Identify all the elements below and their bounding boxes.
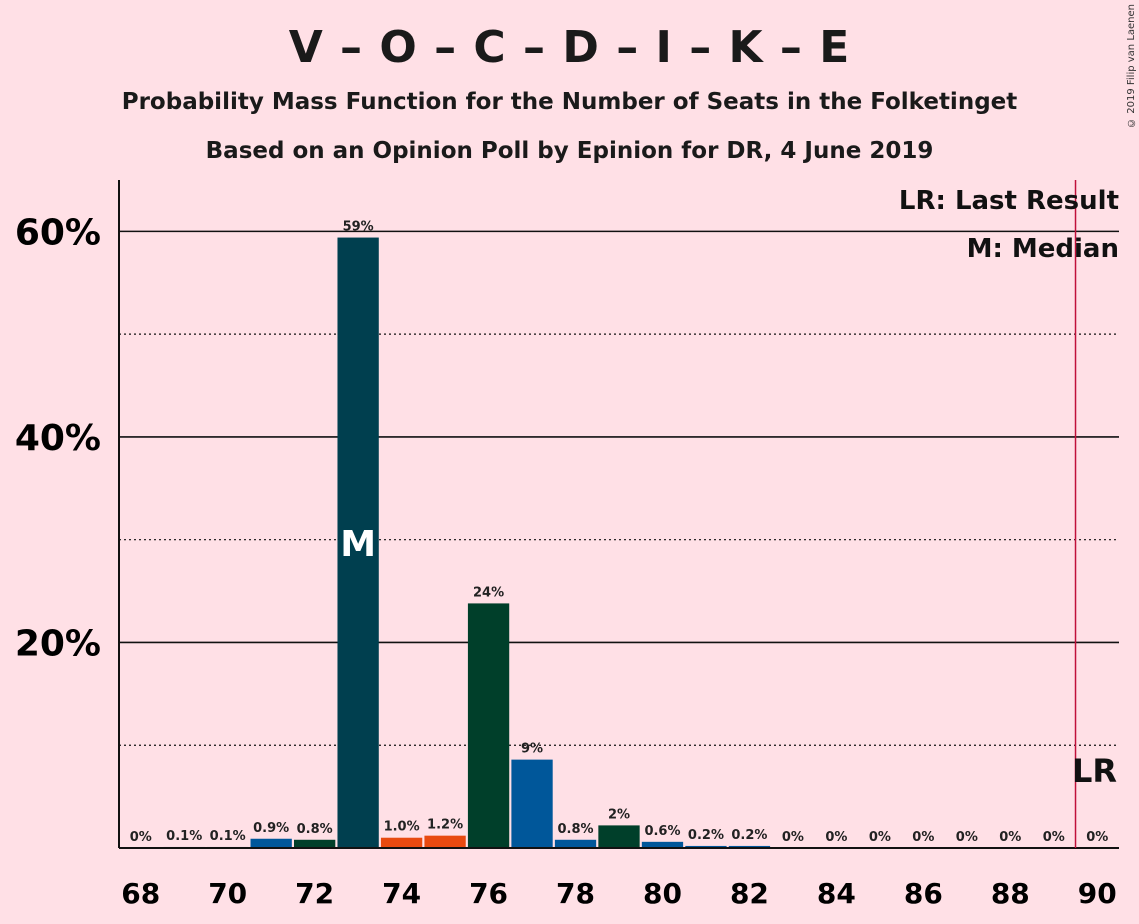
- bar-seat-73: [337, 237, 379, 848]
- x-tick-label: 72: [295, 877, 334, 910]
- bar-label-seat-72: 0.8%: [297, 822, 333, 837]
- bar-seat-75: [424, 835, 466, 848]
- bar-label-seat-74: 1.0%: [384, 820, 420, 835]
- bar-label-seat-84: 0%: [825, 830, 847, 845]
- data-labels: 0% 0.1% 0.1% 0.9% 0.8% 59% M 1.0% 1.2% 24% 9% 0.8% 2…: [130, 220, 1109, 845]
- bar-label-seat-73: 59%: [343, 220, 374, 235]
- tick-labels: 20% 40% 60% 68 70 72 74 76 78 80 82 84 86 88 90: [15, 212, 1117, 910]
- bar-seat-77: [511, 759, 553, 848]
- y-tick-label: 40%: [15, 418, 101, 459]
- bar-label-seat-80: 0.6%: [644, 824, 680, 839]
- bar-seat-71: [250, 838, 292, 848]
- y-tick-label: 60%: [15, 212, 101, 253]
- chart-title: V – O – C – D – I – K – E: [288, 22, 851, 73]
- chart-source-note: Based on an Opinion Poll by Epinion for …: [205, 138, 934, 164]
- bar-label-seat-81: 0.2%: [688, 828, 724, 843]
- x-tick-label: 86: [904, 877, 943, 910]
- x-tick-label: 88: [991, 877, 1030, 910]
- chart-subtitle: Probability Mass Function for the Number…: [121, 89, 1018, 115]
- axes: LR: [118, 180, 1119, 849]
- x-tick-label: 70: [208, 877, 247, 910]
- bar-label-seat-70: 0.1%: [210, 829, 246, 844]
- bar-seat-81: [685, 845, 727, 848]
- bar-label-seat-83: 0%: [782, 830, 804, 845]
- bar-label-seat-77: 9%: [521, 742, 543, 757]
- bar-seat-76: [467, 603, 510, 848]
- bar-label-seat-69: 0.1%: [166, 829, 202, 844]
- x-tick-label: 68: [121, 877, 160, 910]
- bar-seat-72: [294, 839, 336, 848]
- last-result-marker: LR: [1072, 752, 1117, 790]
- bar-seat-74: [380, 837, 423, 848]
- x-tick-label: 76: [469, 877, 508, 910]
- bar-label-seat-86: 0%: [912, 830, 934, 845]
- bar-label-seat-76: 24%: [473, 585, 504, 600]
- bar-label-seat-87: 0%: [956, 830, 978, 845]
- bar-seat-80: [641, 841, 684, 848]
- bar-label-seat-71: 0.9%: [253, 821, 289, 836]
- bar-label-seat-89: 0%: [1043, 830, 1065, 845]
- bar-seat-82: [728, 845, 771, 848]
- bar-label-seat-68: 0%: [130, 830, 152, 845]
- y-tick-label: 20%: [15, 623, 101, 664]
- x-tick-label: 90: [1078, 877, 1117, 910]
- x-tick-label: 78: [556, 877, 595, 910]
- x-tick-label: 80: [643, 877, 682, 910]
- bar-label-seat-88: 0%: [999, 830, 1021, 845]
- gridlines: [119, 230, 1119, 746]
- bar-label-seat-79: 2%: [608, 807, 630, 822]
- bar-label-seat-85: 0%: [869, 830, 891, 845]
- x-tick-label: 82: [730, 877, 769, 910]
- x-tick-label: 74: [382, 877, 421, 910]
- bars: [163, 237, 771, 848]
- x-tick-label: 84: [817, 877, 856, 910]
- legend-last-result: LR: Last Result: [899, 186, 1119, 216]
- bar-seat-78: [554, 839, 597, 848]
- legend-median: M: Median: [967, 234, 1119, 264]
- overlay: LR: Last Result M: Median: [899, 186, 1119, 264]
- bar-seat-79: [598, 825, 640, 848]
- bar-label-seat-78: 0.8%: [557, 822, 593, 837]
- bar-label-seat-75: 1.2%: [427, 818, 463, 833]
- bar-label-seat-90: 0%: [1086, 830, 1108, 845]
- median-marker: M: [340, 524, 376, 565]
- bar-label-seat-82: 0.2%: [731, 828, 767, 843]
